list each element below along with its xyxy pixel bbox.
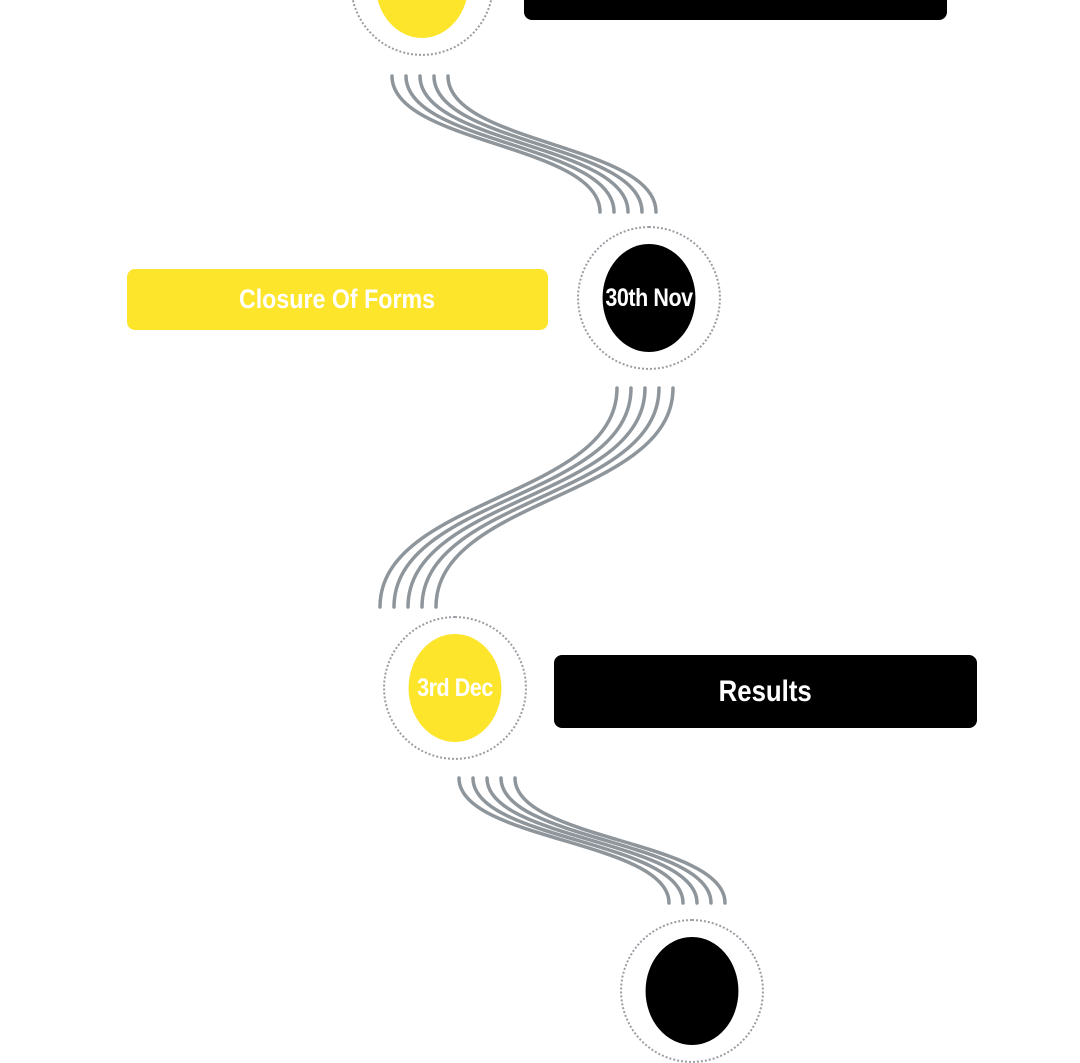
connector-line xyxy=(434,386,675,609)
connector-line xyxy=(457,776,671,905)
connector-line xyxy=(446,74,658,214)
connector-line xyxy=(471,776,685,905)
timeline-connectors xyxy=(378,74,727,905)
milestone-date-bottom xyxy=(645,937,739,1045)
connector-line xyxy=(485,776,699,905)
connector-line xyxy=(418,74,630,214)
connector-line xyxy=(392,386,633,609)
connector-line xyxy=(390,74,602,214)
connector-line xyxy=(406,386,647,609)
wave-connector-2 xyxy=(378,386,675,609)
milestone-date-closure: 30th Nov xyxy=(602,244,696,352)
connector-line xyxy=(420,386,661,609)
milestone-label-results: Results xyxy=(554,655,977,728)
connector-line xyxy=(404,74,616,214)
connector-line xyxy=(499,776,713,905)
wave-connector-3 xyxy=(457,776,727,905)
milestone-date-results: 3rd Dec xyxy=(408,634,502,742)
wave-connector-1 xyxy=(390,74,658,214)
connector-line xyxy=(513,776,727,905)
milestone-label-closure-text: Closure Of Forms xyxy=(239,284,436,314)
connector-line xyxy=(432,74,644,214)
connector-line xyxy=(378,386,619,609)
milestone-label-results-text: Results xyxy=(718,674,813,708)
milestone-label-top xyxy=(524,0,947,20)
milestone-label-closure: Closure Of Forms xyxy=(127,269,548,330)
